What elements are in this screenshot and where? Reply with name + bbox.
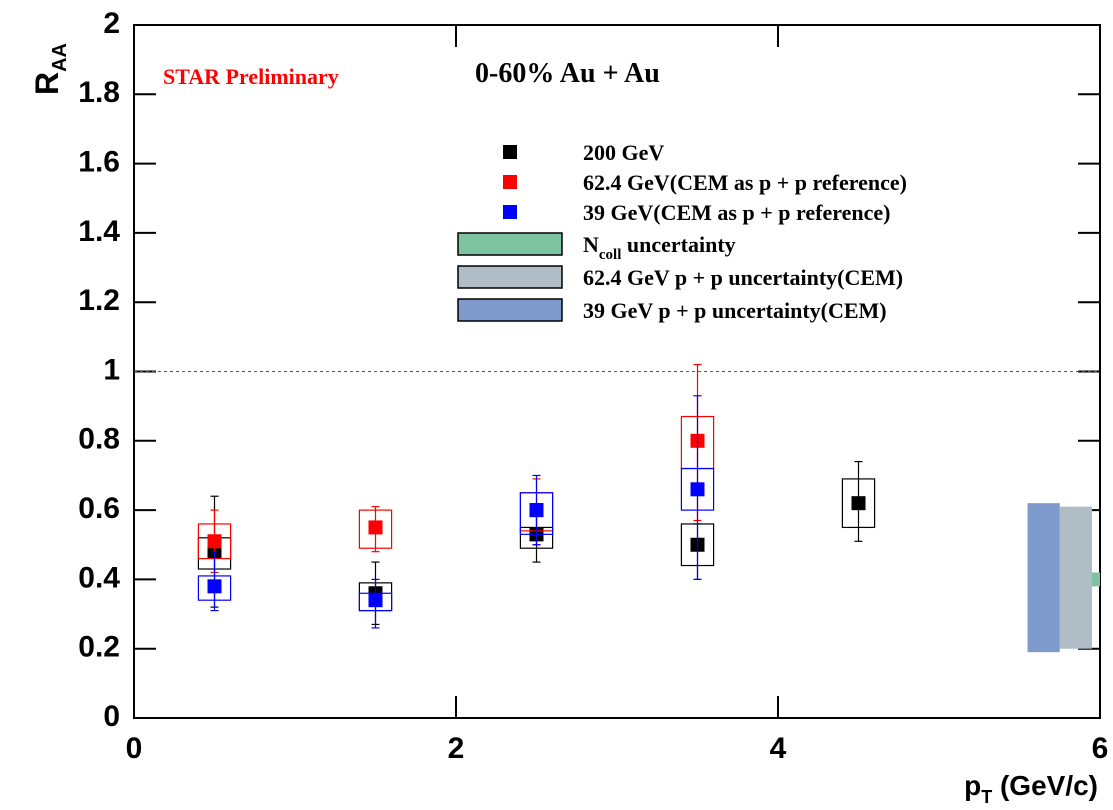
annotation: STAR Preliminary: [163, 64, 339, 89]
chart-title: 0-60% Au + Au: [475, 58, 660, 89]
legend-label-main: 39 GeV p + p uncertainty(CEM): [583, 298, 887, 323]
x-axis-label: pT (GeV/c): [964, 770, 1098, 807]
x-label-main: p: [964, 770, 981, 801]
x-tick-label: 2: [448, 732, 465, 765]
legend-band: [457, 265, 563, 289]
legend-label: 39 GeV p + p uncertainty(CEM): [583, 298, 887, 323]
marker: [529, 503, 544, 518]
marker: [851, 496, 866, 511]
y-tick-label: 0: [103, 700, 120, 733]
legend-label: 62.4 GeV p + p uncertainty(CEM): [583, 265, 903, 290]
y-tick-label: 0.8: [78, 423, 120, 456]
y-label-sub: AA: [49, 43, 71, 72]
legend-band: [457, 298, 563, 322]
legend-label: 39 GeV(CEM as p + p reference): [583, 200, 890, 225]
y-axis-label: RAA: [29, 43, 71, 95]
marker: [207, 579, 222, 594]
y-label-main: R: [29, 72, 65, 95]
y-tick-label: 2: [103, 7, 120, 40]
uncertainty-band: [1059, 506, 1092, 649]
legend-label-main: 62.4 GeV p + p uncertainty(CEM): [583, 265, 903, 290]
y-tick-label: 0.4: [78, 561, 120, 594]
legend-label-sub: coll: [599, 247, 622, 263]
marker: [207, 534, 222, 549]
legend-label-rest: uncertainty: [621, 232, 735, 257]
y-tick-label: 0.2: [78, 631, 120, 664]
y-tick-label: 0.6: [78, 492, 120, 525]
y-tick-label: 1.4: [78, 215, 120, 248]
y-tick-label: 1.2: [78, 284, 120, 317]
legend-marker: [503, 175, 517, 189]
uncertainty-band: [1091, 572, 1100, 587]
legend-label: 62.4 GeV(CEM as p + p reference): [583, 170, 907, 195]
y-tick-label: 1.6: [78, 146, 120, 179]
y-tick-label: 1: [103, 353, 120, 386]
x-tick-label: 6: [1092, 732, 1109, 765]
marker: [690, 482, 705, 497]
marker: [368, 593, 383, 608]
x-tick-label: 0: [126, 732, 143, 765]
legend-label: 200 GeV: [583, 140, 664, 165]
x-label-rest: (GeV/c): [992, 770, 1098, 801]
y-tick-label: 1.8: [78, 76, 120, 109]
legend-band: [457, 232, 563, 256]
legend-label: Ncoll uncertainty: [583, 232, 736, 263]
x-label-sub: T: [981, 787, 992, 807]
uncertainty-band: [1027, 503, 1060, 653]
legend-label-main: N: [583, 232, 599, 257]
legend-marker: [503, 145, 517, 159]
x-tick-label: 4: [770, 732, 787, 765]
marker: [368, 520, 383, 535]
legend-marker: [503, 205, 517, 219]
